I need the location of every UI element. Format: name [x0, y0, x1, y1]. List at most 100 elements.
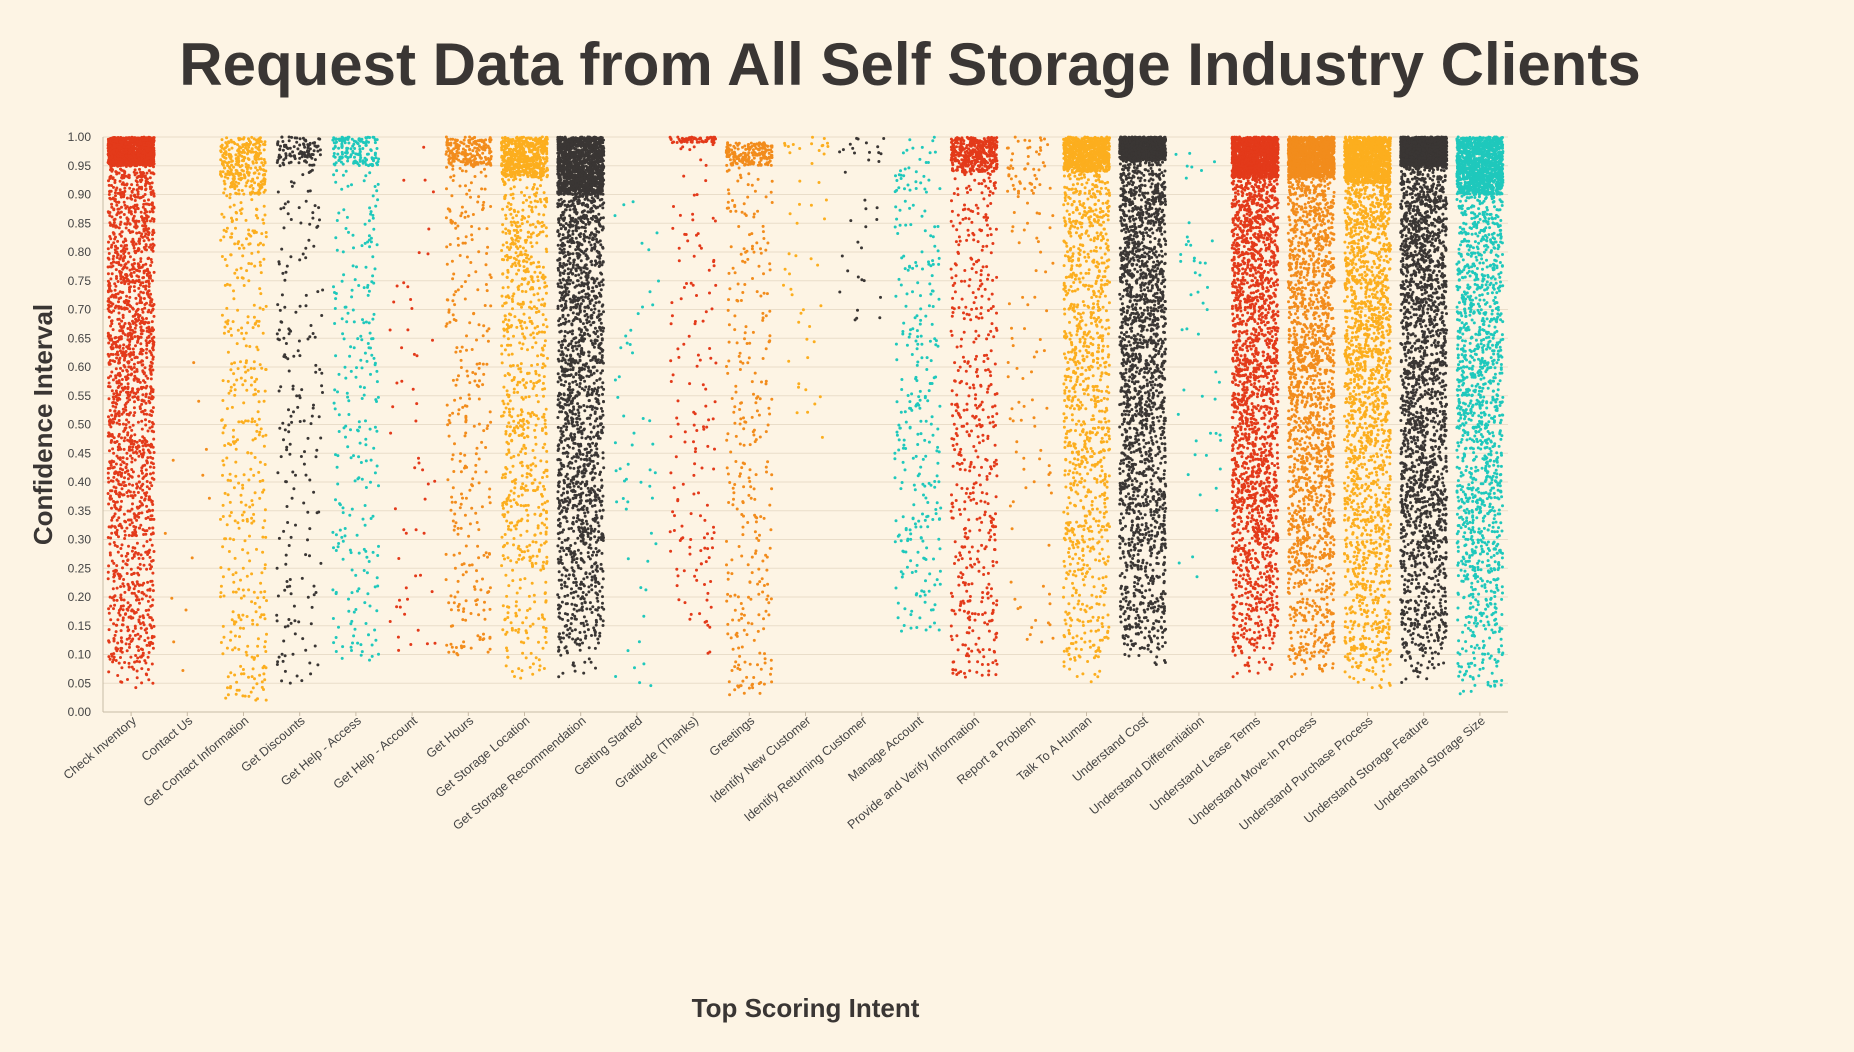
data-point: [225, 282, 229, 286]
data-point: [463, 297, 467, 301]
data-point: [464, 496, 468, 500]
data-point: [372, 135, 376, 139]
data-point: [317, 415, 321, 419]
data-point: [335, 465, 339, 469]
data-point: [149, 163, 153, 166]
data-point: [137, 556, 141, 560]
data-point: [144, 494, 148, 498]
data-point: [137, 474, 141, 478]
data-point: [147, 203, 151, 207]
data-point: [331, 530, 335, 534]
data-point: [478, 155, 482, 159]
data-point: [144, 386, 148, 390]
data-point: [108, 359, 112, 362]
data-point: [171, 458, 175, 462]
data-point: [449, 220, 453, 224]
data-point: [118, 329, 122, 333]
data-point: [456, 154, 460, 158]
data-point: [132, 362, 136, 366]
data-point: [141, 488, 145, 492]
data-point: [242, 159, 246, 163]
data-point: [336, 482, 340, 486]
data-point: [221, 379, 225, 383]
data-point: [149, 532, 153, 536]
data-point: [134, 195, 138, 199]
data-point: [110, 596, 114, 600]
data-point: [145, 347, 149, 351]
data-point: [147, 275, 151, 279]
data-point: [285, 445, 289, 449]
data-point: [244, 344, 248, 348]
data-point: [249, 366, 253, 370]
data-point: [458, 349, 462, 353]
data-point: [457, 158, 461, 162]
data-point: [116, 479, 120, 483]
data-point: [127, 482, 131, 486]
data-point: [282, 529, 286, 533]
data-point: [232, 140, 236, 144]
data-point: [368, 331, 372, 335]
data-point: [304, 293, 308, 297]
data-point: [377, 652, 380, 656]
data-point: [235, 218, 239, 221]
data-point: [152, 477, 156, 481]
data-point: [354, 608, 358, 611]
data-point: [146, 267, 149, 271]
data-point: [232, 538, 236, 542]
data-point: [369, 517, 373, 520]
data-point: [122, 410, 126, 414]
data-point: [348, 513, 352, 517]
data-point: [149, 472, 152, 476]
data-point: [291, 652, 295, 656]
data-point: [117, 516, 121, 520]
data-point: [107, 142, 111, 146]
data-point: [107, 397, 111, 401]
data-point: [289, 414, 293, 418]
data-point: [112, 185, 115, 189]
data-point: [256, 637, 260, 641]
data-point: [146, 230, 150, 234]
data-point: [338, 502, 342, 506]
data-point: [337, 542, 341, 545]
data-point: [452, 272, 456, 276]
data-point: [340, 145, 344, 149]
data-point: [367, 321, 371, 325]
data-point: [278, 426, 282, 430]
data-point: [275, 613, 279, 617]
data-point: [142, 276, 146, 279]
data-point: [148, 329, 152, 333]
data-point: [459, 502, 463, 506]
data-point: [448, 209, 452, 213]
data-point: [279, 385, 283, 389]
data-point: [136, 378, 140, 382]
data-point: [124, 353, 128, 357]
data-point: [239, 664, 243, 668]
data-point: [230, 172, 234, 176]
data-point: [317, 510, 321, 514]
data-point: [132, 525, 136, 528]
data-point: [367, 289, 371, 293]
data-point: [454, 350, 458, 354]
data-point: [489, 276, 493, 279]
data-point: [144, 392, 148, 396]
data-point: [364, 419, 367, 423]
data-point: [256, 654, 260, 658]
data-point: [278, 308, 282, 312]
data-point: [410, 307, 414, 310]
data-point: [235, 680, 239, 684]
data-point: [126, 385, 130, 389]
data-point: [123, 157, 127, 161]
data-point: [149, 377, 153, 381]
data-point: [234, 692, 238, 696]
y-tick-label: 0.70: [68, 303, 92, 317]
data-point: [472, 311, 476, 315]
data-point: [112, 658, 116, 662]
data-point: [463, 513, 467, 517]
data-point: [253, 181, 257, 185]
data-point: [110, 272, 114, 276]
data-point: [250, 600, 254, 604]
data-point: [448, 413, 452, 417]
data-point: [425, 642, 429, 646]
data-point: [129, 615, 133, 619]
data-point: [141, 393, 145, 397]
